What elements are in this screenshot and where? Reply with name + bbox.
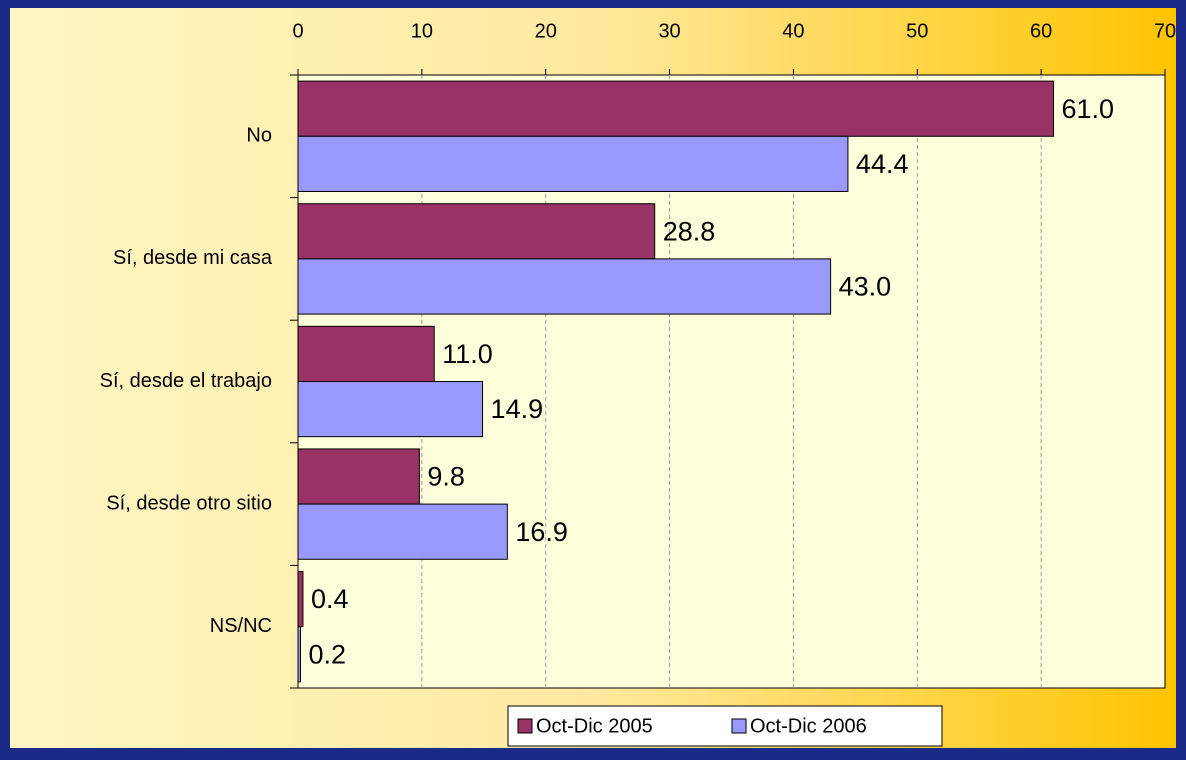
value-label: 9.8 [427, 462, 465, 492]
value-label: 44.4 [856, 149, 909, 179]
bar [297, 503, 508, 560]
legend-label: Oct-Dic 2005 [536, 715, 653, 737]
legend [507, 705, 943, 747]
x-tick-label: 70 [1154, 20, 1176, 42]
bar [297, 448, 420, 505]
value-label: 61.0 [1062, 94, 1115, 124]
x-tick-label: 40 [782, 20, 804, 42]
x-tick-label: 20 [535, 20, 557, 42]
value-label: 11.0 [442, 339, 493, 369]
y-tick-label: Sí, desde otro sitio [106, 492, 272, 514]
y-tick-label: NS/NC [210, 615, 272, 637]
bar [297, 626, 301, 683]
bar [297, 80, 1055, 137]
y-tick-label: Sí, desde el trabajo [100, 370, 272, 392]
value-label: 16.9 [515, 517, 568, 547]
value-label: 0.2 [308, 639, 346, 669]
x-tick-label: 10 [411, 20, 433, 42]
bar [297, 325, 435, 382]
x-tick-label: 60 [1030, 20, 1052, 42]
bar [297, 135, 849, 192]
x-tick-label: 50 [906, 20, 928, 42]
legend-label: Oct-Dic 2006 [750, 715, 867, 737]
bar [297, 258, 832, 315]
y-tick-label: Sí, desde mi casa [113, 247, 273, 269]
bar [297, 571, 304, 628]
legend-swatch [517, 718, 533, 734]
value-label: 28.8 [663, 216, 716, 246]
bar [297, 203, 656, 260]
value-label: 43.0 [839, 272, 892, 302]
bar [297, 381, 484, 438]
x-tick-label: 0 [292, 20, 303, 42]
legend-swatch [731, 718, 747, 734]
x-tick-label: 30 [658, 20, 680, 42]
value-label: 14.9 [491, 394, 544, 424]
value-label: 0.4 [311, 584, 349, 614]
y-tick-label: No [246, 125, 272, 147]
